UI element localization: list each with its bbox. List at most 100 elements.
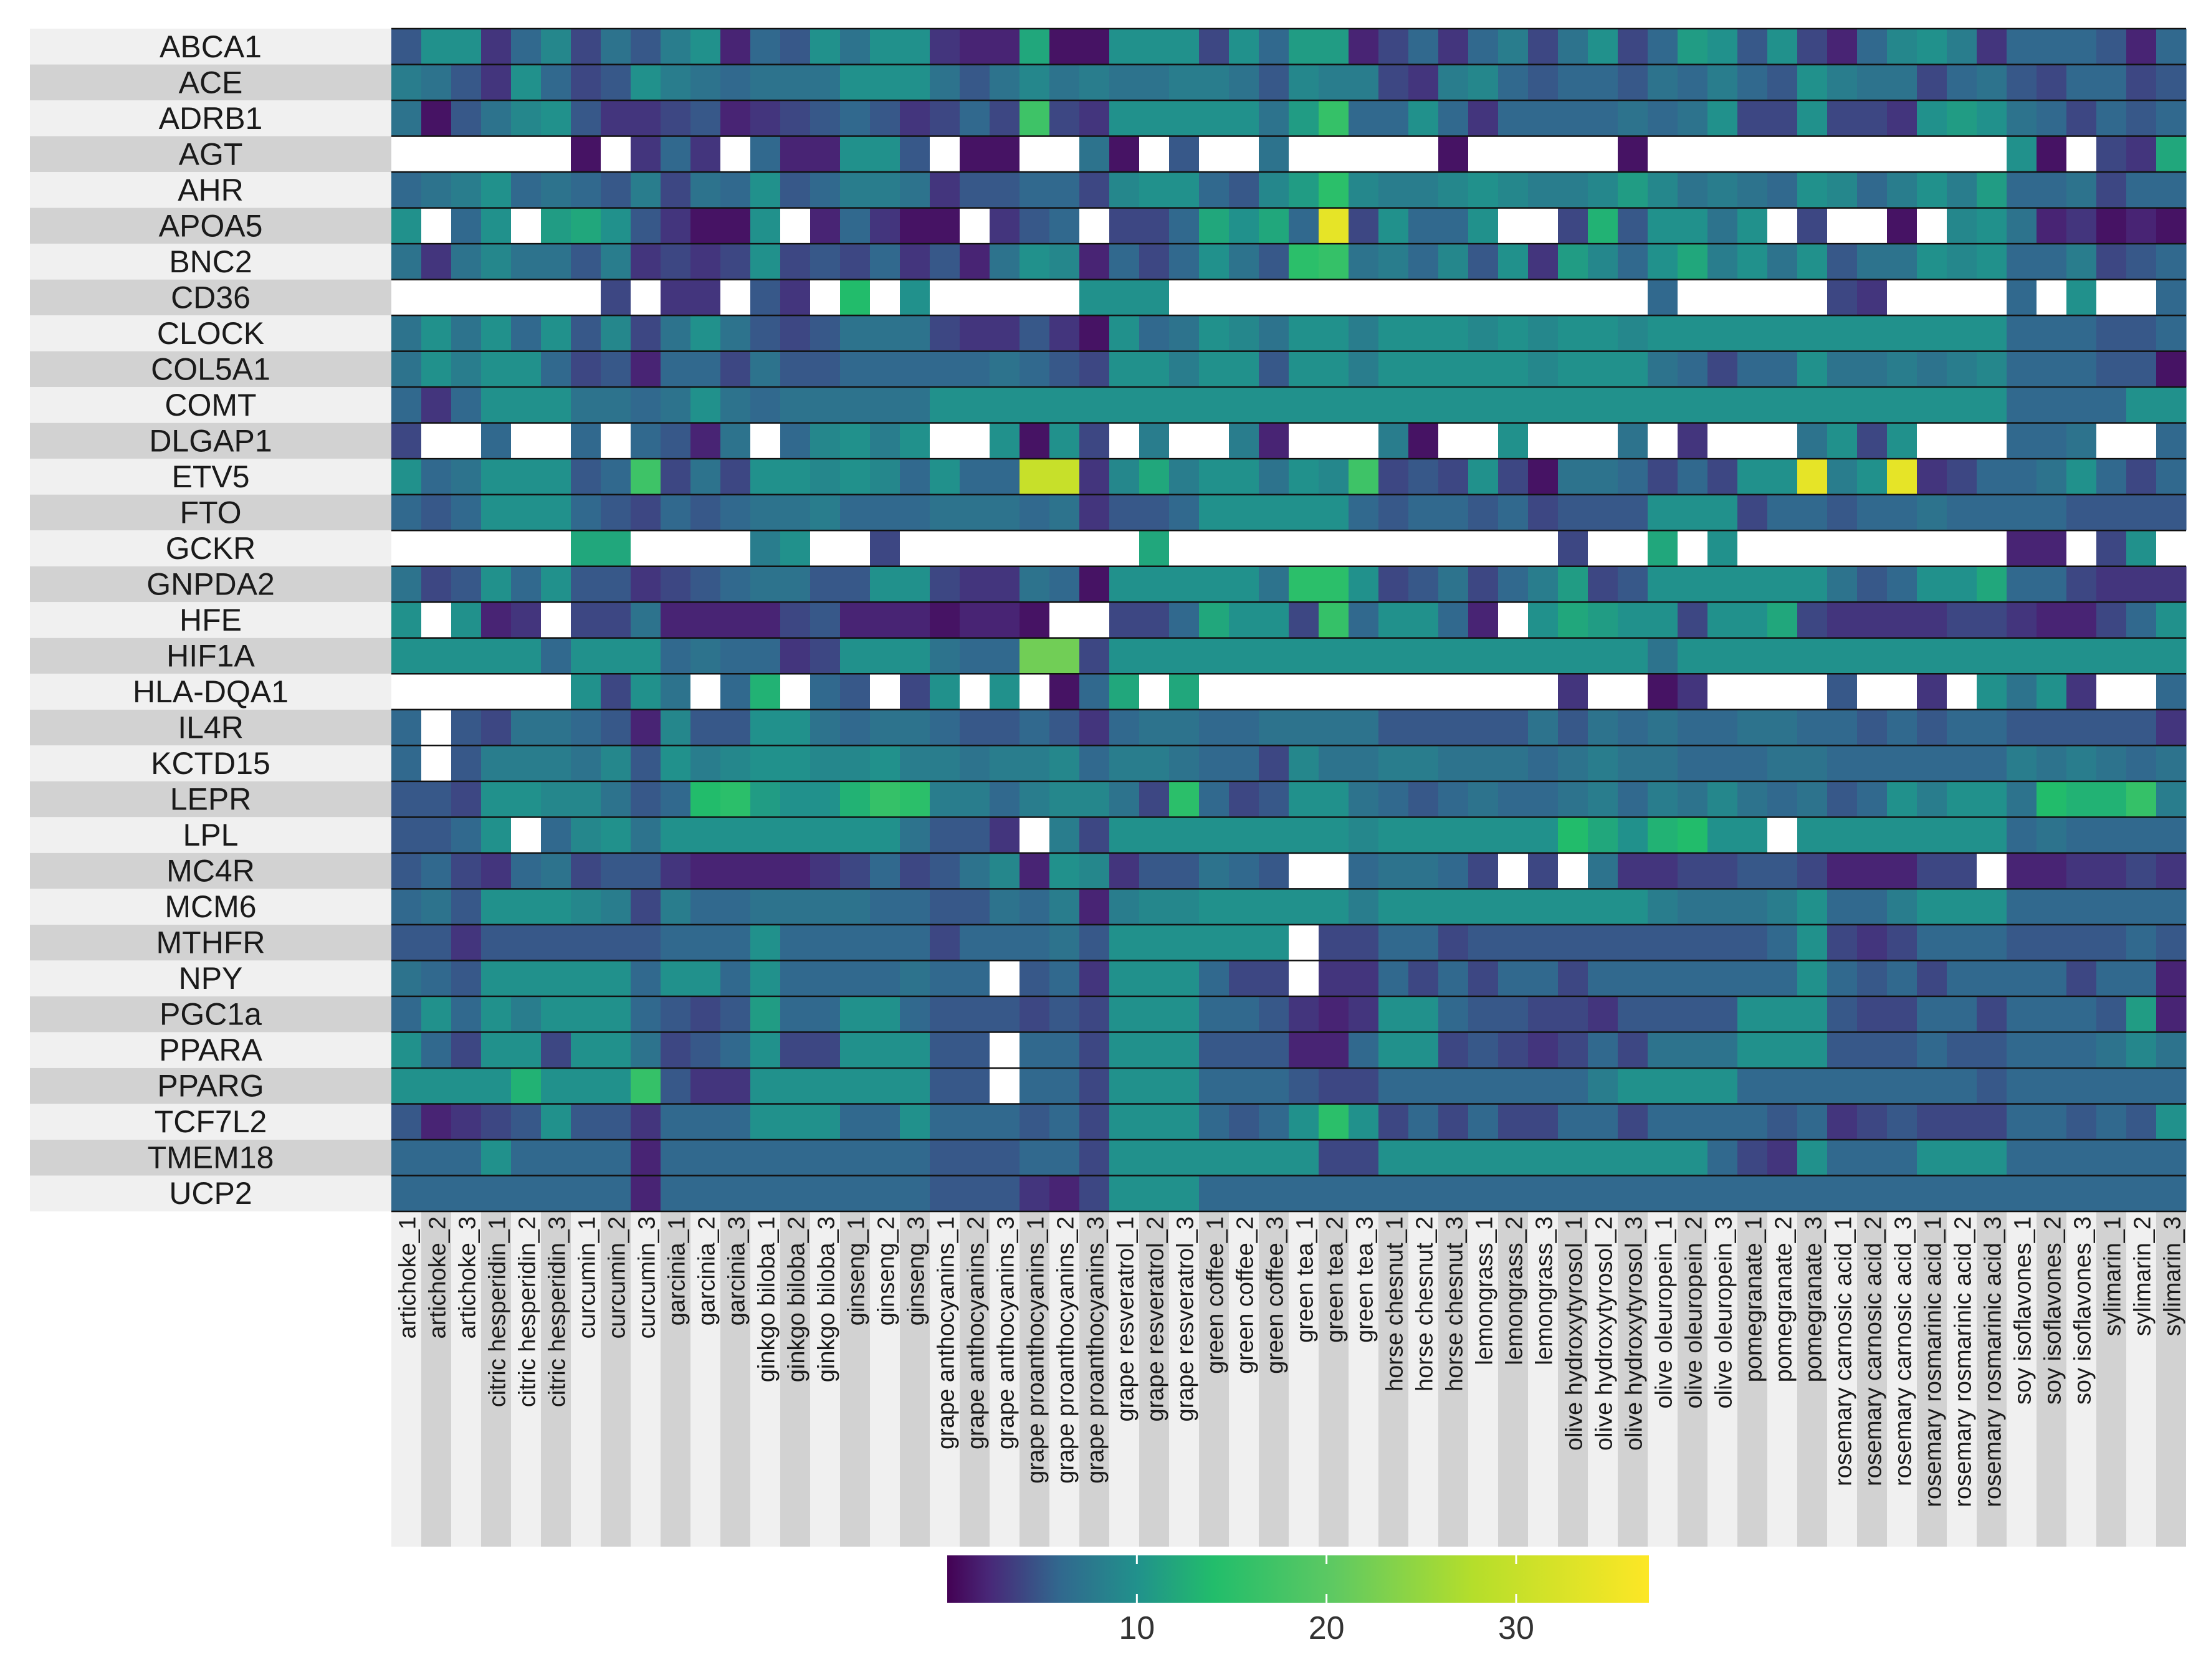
heatmap-cell [1528, 852, 1559, 889]
heatmap-cell [1737, 530, 1768, 567]
column-label: rosemary carnosic acid_3 [1890, 1216, 1916, 1486]
heatmap-cell [1349, 136, 1379, 173]
heatmap-cell [481, 1032, 512, 1069]
heatmap-cell [2037, 494, 2067, 531]
row-label: LEPR [170, 782, 252, 817]
heatmap-cell [1438, 1175, 1469, 1212]
heatmap-cell [1797, 351, 1828, 388]
heatmap-cell [1917, 1104, 1947, 1140]
heatmap-cell [1977, 136, 2007, 173]
heatmap-cell [1259, 279, 1289, 316]
heatmap-cell [1229, 279, 1259, 316]
heatmap-cell [1378, 279, 1409, 316]
heatmap-cell [661, 1032, 691, 1069]
heatmap-cell [1857, 208, 1888, 244]
heatmap-cell [1349, 494, 1379, 531]
heatmap-cell [1528, 996, 1559, 1033]
column-label: green coffee_1 [1202, 1216, 1228, 1374]
heatmap-cell [1229, 494, 1259, 531]
heatmap-cell [1977, 924, 2007, 961]
heatmap-cell [2066, 172, 2097, 209]
heatmap-cell [1827, 709, 1858, 746]
heatmap-cell [481, 1104, 512, 1140]
heatmap-cell [720, 387, 751, 424]
heatmap-cell [990, 29, 1020, 65]
heatmap-cell [451, 996, 482, 1033]
heatmap-cell [960, 422, 990, 459]
heatmap-cell [1498, 29, 1529, 65]
heatmap-cell [960, 889, 990, 925]
row-band [30, 136, 391, 173]
row-band [30, 781, 391, 818]
heatmap-cell [481, 136, 512, 173]
heatmap-cell [1678, 279, 1708, 316]
heatmap-cell [1049, 1032, 1080, 1069]
heatmap-cell [810, 1032, 841, 1069]
heatmap-cell [960, 494, 990, 531]
row-band [30, 996, 391, 1033]
heatmap-cell [990, 996, 1020, 1033]
heatmap-cell [1259, 1139, 1289, 1176]
heatmap-cell [481, 637, 512, 674]
heatmap-cell [421, 136, 452, 173]
column-label: grape anthocyanins_3 [993, 1216, 1019, 1449]
heatmap-cell [750, 1175, 781, 1212]
heatmap-cell [1289, 530, 1319, 567]
heatmap-cell [1349, 64, 1379, 101]
heatmap-cell [1857, 100, 1888, 137]
heatmap-cell [511, 1139, 542, 1176]
heatmap-cell [661, 279, 691, 316]
heatmap-cell [1797, 100, 1828, 137]
heatmap-cell [1618, 172, 1648, 209]
heatmap-cell [1678, 172, 1708, 209]
heatmap-cell [690, 996, 721, 1033]
heatmap-cell [1109, 351, 1140, 388]
heatmap-cell [391, 208, 422, 244]
heatmap-cell [690, 244, 721, 280]
heatmap-cell [1349, 315, 1379, 352]
heatmap-cell [661, 1175, 691, 1212]
heatmap-cell [960, 1067, 990, 1105]
heatmap-cell [511, 817, 542, 854]
heatmap-cell [601, 924, 631, 961]
heatmap-cell [1947, 745, 1977, 782]
heatmap-cell [481, 494, 512, 531]
row-label: UCP2 [169, 1176, 252, 1211]
heatmap-cell [1020, 422, 1050, 459]
heatmap-cell [870, 817, 900, 854]
heatmap-cell [720, 279, 751, 316]
heatmap-cell [541, 459, 571, 495]
heatmap-cell [2037, 674, 2067, 710]
heatmap-cell [2096, 494, 2127, 531]
heatmap-cell [1319, 1139, 1349, 1176]
heatmap-cell [990, 208, 1020, 244]
row-band [30, 924, 391, 961]
row-label: TMEM18 [148, 1140, 274, 1175]
heatmap-cell [1977, 172, 2007, 209]
heatmap-cell [1139, 351, 1170, 388]
heatmap-cell [2066, 709, 2097, 746]
heatmap-cell [1169, 29, 1200, 65]
heatmap-cell [601, 745, 631, 782]
heatmap-cell [511, 1175, 542, 1212]
heatmap-cell [690, 459, 721, 495]
heatmap-cell [870, 29, 900, 65]
heatmap-cell [1528, 637, 1559, 674]
heatmap-cell [1947, 674, 1977, 710]
heatmap-cell [1079, 244, 1110, 280]
heatmap-cell [391, 1139, 422, 1176]
row-band [30, 315, 391, 351]
heatmap-cell [1528, 709, 1559, 746]
heatmap-cell [2037, 996, 2067, 1033]
heatmap-cell [1408, 566, 1439, 603]
heatmap-cell [391, 960, 422, 997]
heatmap-cell [1678, 817, 1708, 854]
heatmap-cell [1827, 781, 1858, 818]
heatmap-cell [1797, 996, 1828, 1033]
heatmap-cell [481, 100, 512, 137]
heatmap-cell [1737, 745, 1768, 782]
heatmap-cell [391, 494, 422, 531]
heatmap-cell [1468, 745, 1499, 782]
heatmap-cell [1737, 244, 1768, 280]
heatmap-cell [1857, 244, 1888, 280]
